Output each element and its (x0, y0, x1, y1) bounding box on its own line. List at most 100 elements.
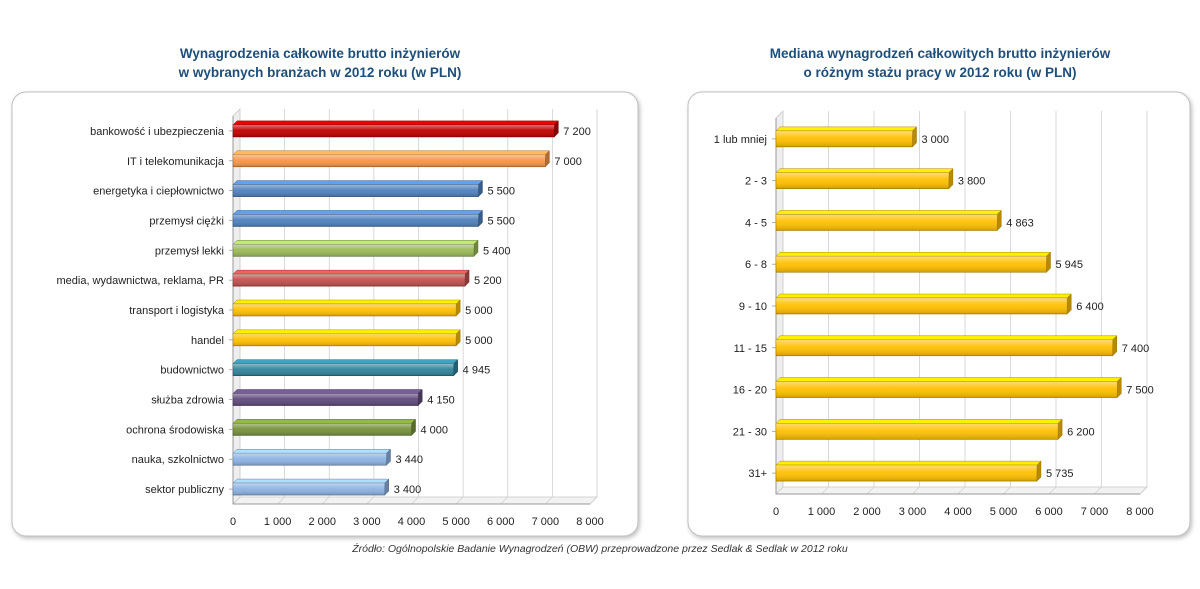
chart-left-bar-top (232, 269, 470, 275)
chart-left-gridline-floor (366, 496, 375, 505)
chart-left-xtick-label: 2 000 (308, 516, 336, 528)
chart-right-bar-shine (776, 172, 949, 189)
chart-right-gridline-floor (1094, 486, 1102, 495)
chart-right-title: Mediana wynagrodzeń całkowitych brutto i… (690, 44, 1190, 82)
chart-left-category-label: sektor publiczny (145, 484, 224, 496)
chart-left-value-label: 7 200 (563, 126, 591, 138)
chart-left-value-label: 3 400 (394, 484, 422, 496)
chart-left-gridline-floor (589, 496, 598, 505)
chart-left-category-label: transport i logistyka (129, 305, 225, 317)
chart-left-value-label: 3 440 (396, 454, 424, 466)
chart-left-value-label: 5 500 (487, 186, 515, 198)
chart-left-value-label: 4 945 (463, 365, 491, 377)
chart-right-category-label: 16 - 20 (733, 385, 767, 397)
chart-right-xtick-label: 0 (773, 506, 779, 518)
chart-right-value-label: 3 800 (958, 176, 986, 188)
chart-left-bar-shine (233, 483, 385, 496)
chart-left-xtick-label: 3 000 (353, 516, 381, 528)
chart-right-xtick-label: 1 000 (808, 506, 836, 518)
chart-left-category-label: bankowość i ubezpieczenia (90, 126, 225, 138)
chart-right-gridline-floor (1048, 486, 1057, 495)
chart-left-bar-shine (233, 363, 454, 376)
chart-right-category-label: 6 - 8 (745, 259, 767, 271)
chart-right-title-line-2: o różnym stażu pracy w 2012 roku (w PLN) (803, 65, 1077, 80)
chart-right-gridline-floor (775, 486, 784, 495)
chart-left-xtick-label: 4 000 (398, 516, 426, 528)
chart-left-xtick-label: 7 000 (532, 516, 560, 528)
chart-left-bar-shine (233, 214, 479, 227)
chart-right-category-label: 2 - 3 (745, 176, 767, 188)
chart-left-gridline-floor (321, 496, 330, 505)
chart-right-category-label: 31+ (748, 468, 767, 480)
chart-left-gridline-floor (232, 496, 241, 505)
chart-left-value-label: 5 000 (465, 335, 493, 347)
chart-left-category-label: budownictwo (160, 365, 224, 377)
chart-right-gridline-floor (1139, 486, 1148, 495)
chart-left-bar-shine (233, 154, 546, 167)
source-note: Źródło: Ogólnopolskie Badanie Wynagrodze… (352, 543, 848, 555)
chart-right-bar-shine (776, 214, 998, 231)
chart-right-title-line-1: Mediana wynagrodzeń całkowitych brutto i… (769, 46, 1111, 61)
chart-right-xtick-label: 5 000 (990, 506, 1018, 518)
chart-left-xtick-label: 8 000 (576, 516, 604, 528)
chart-right-bar-shine (776, 298, 1068, 314)
chart-left-bar-shine (233, 423, 412, 436)
chart-left-title: Wynagrodzenia całkowite brutto inżynieró… (60, 44, 580, 82)
chart-right-bar-top (775, 168, 954, 173)
chart-left-gridline-floor (500, 496, 509, 505)
chart-left-bar-top (232, 299, 461, 305)
chart-left-bar-top (232, 359, 459, 364)
chart-right-xtick-label: 8 000 (1126, 506, 1154, 518)
chart-left-title-line-1: Wynagrodzenia całkowite brutto inżynieró… (179, 46, 461, 61)
chart-left-xtick-label: 6 000 (487, 516, 515, 528)
chart-left-value-label: 5 200 (474, 275, 502, 287)
chart-right-xtick-label: 3 000 (899, 506, 927, 518)
chart-right-gridline-floor (821, 486, 829, 495)
chart-left-bar-top (232, 150, 550, 156)
chart-left-value-label: 5 000 (465, 305, 493, 317)
chart-right-plot: 0 1 000 2 000 3 000 4 000 5 000 6 000 7 000 8 00… (714, 110, 1154, 518)
chart-right-bar-shine (776, 339, 1113, 356)
chart-left-bar-shine (233, 124, 555, 137)
chart-right-bar-top (775, 460, 1042, 466)
chart-right-bar-shine (776, 465, 1037, 482)
chart-left-title-line-2: w wybranych branżach w 2012 roku (w PLN) (178, 65, 462, 80)
chart-left-bar-top (232, 478, 390, 484)
chart-left-gridline-floor (411, 496, 419, 505)
chart-left-value-label: 5 500 (487, 215, 515, 227)
chart-right-value-label: 7 400 (1122, 343, 1150, 355)
chart-left-category-label: energetyka i ciepłownictwo (93, 186, 224, 198)
chart-left-bar-top (232, 419, 417, 424)
chart-left-category-label: handel (191, 335, 224, 347)
chart-left-xtick-label: 1 000 (264, 516, 292, 528)
chart-right-bar-shine (776, 256, 1047, 273)
chart-right-value-label: 6 400 (1076, 301, 1104, 313)
chart-right-bar-top (775, 293, 1072, 299)
chart-right-bar-shine (776, 423, 1059, 440)
chart-left-bar-shine (233, 274, 466, 287)
chart-left-bar-top (232, 180, 484, 185)
chart-right-gridline-floor (912, 486, 920, 495)
chart-left-value-label: 4 150 (427, 395, 455, 407)
chart-right-gridline-floor (957, 486, 966, 495)
chart-left-bar-shine (233, 244, 474, 257)
chart-left-plot: 0 1 000 2 000 3 000 4 000 5 000 6 000 7 000 8 00… (56, 108, 604, 528)
chart-left-gridline-floor (545, 496, 553, 505)
chart-left-value-label: 7 000 (554, 156, 582, 168)
chart-right-category-label: 4 - 5 (745, 217, 767, 229)
chart-left-bar-shine (233, 453, 387, 466)
chart-right-xtick-label: 2 000 (853, 506, 881, 518)
chart-left-bar-top (232, 389, 423, 394)
chart-right-value-label: 3 000 (922, 134, 950, 146)
chart-right-xtick-label: 6 000 (1035, 506, 1063, 518)
chart-left-bar-top (232, 210, 484, 215)
chart-left-bar-shine (233, 184, 479, 197)
chart-left-category-label: ochrona środowiska (126, 424, 225, 436)
chart-right-bar-top (775, 210, 1002, 215)
chart-left-value-label: 4 000 (421, 424, 449, 436)
chart-right-xtick-label: 4 000 (944, 506, 972, 518)
chart-right-bar-top (775, 419, 1063, 424)
chart-right-bar-top (775, 251, 1052, 257)
chart-right-value-label: 5 945 (1055, 259, 1083, 271)
chart-right-xtick-label: 7 000 (1081, 506, 1109, 518)
